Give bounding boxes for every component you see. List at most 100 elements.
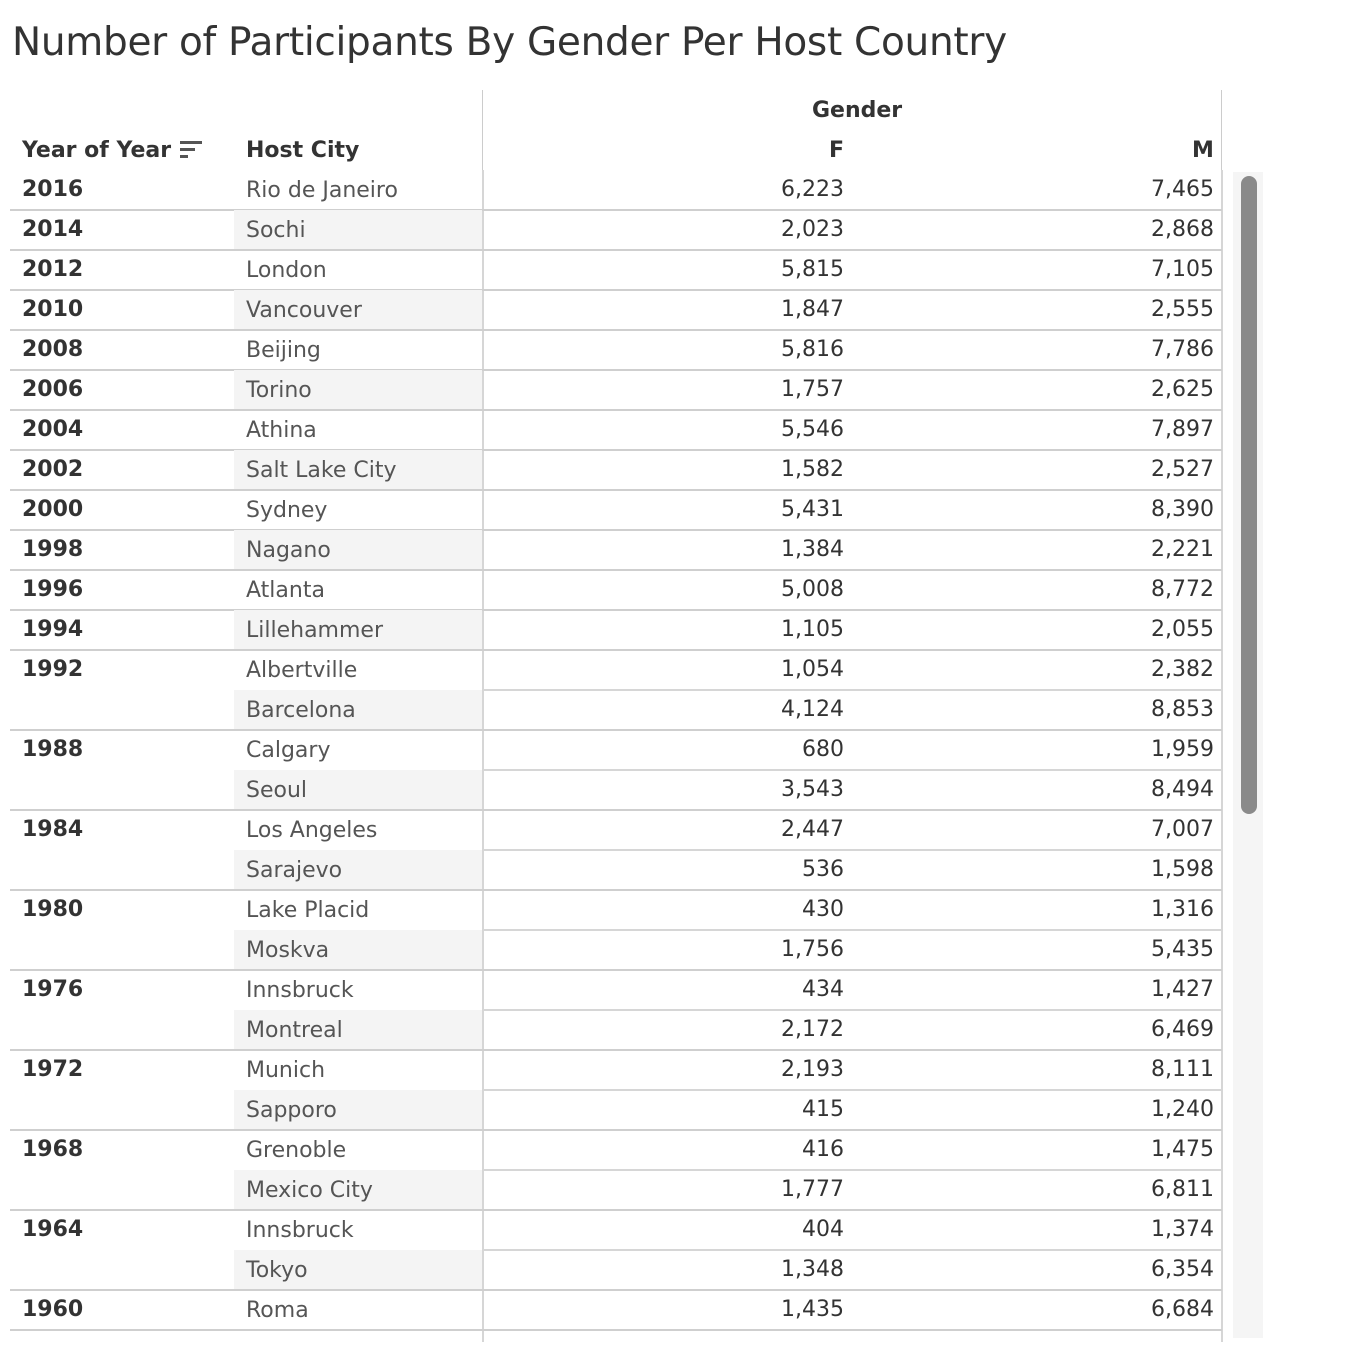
group-divider [10, 809, 1222, 811]
table-row[interactable]: Athina 5,546 7,897 [234, 410, 1222, 450]
table-row[interactable]: Sydney 5,431 8,390 [234, 490, 1222, 530]
table-row[interactable]: Sarajevo 536 1,598 [234, 850, 1222, 890]
year-cell: 1994 [22, 617, 84, 642]
female-count: 1,582 [781, 457, 844, 482]
table-row[interactable]: Torino 1,757 2,625 [234, 370, 1222, 410]
row-divider [484, 849, 1222, 851]
row-divider [484, 689, 1222, 691]
table-row[interactable]: Calgary 680 1,959 [234, 730, 1222, 770]
female-count: 416 [802, 1137, 844, 1162]
table-row[interactable]: Innsbruck 434 1,427 [234, 970, 1222, 1010]
table-row[interactable]: Grenoble 416 1,475 [234, 1130, 1222, 1170]
city-cell: Innsbruck [234, 1210, 482, 1250]
male-count: 6,684 [1151, 1297, 1214, 1322]
male-count: 8,390 [1151, 497, 1214, 522]
male-count: 1,374 [1151, 1217, 1214, 1242]
female-count: 1,847 [781, 297, 844, 322]
table-row[interactable]: Moskva 1,756 5,435 [234, 930, 1222, 970]
table-row[interactable]: Seoul 3,543 8,494 [234, 770, 1222, 810]
male-count: 8,772 [1151, 577, 1214, 602]
female-count: 2,172 [781, 1017, 844, 1042]
year-cell: 2014 [22, 217, 84, 242]
year-cell: 2016 [22, 177, 84, 202]
year-cell: 2010 [22, 297, 84, 322]
city-cell: Calgary [234, 730, 482, 770]
host-city-label: Atlanta [246, 578, 325, 603]
female-count: 1,384 [781, 537, 844, 562]
table-row[interactable]: London 5,815 7,105 [234, 250, 1222, 290]
row-divider [484, 769, 1222, 771]
male-count: 1,240 [1151, 1097, 1214, 1122]
city-cell: Tokyo [234, 1250, 482, 1290]
city-cell: Sydney [234, 490, 482, 530]
table-row[interactable]: Lake Placid 430 1,316 [234, 890, 1222, 930]
female-column-header[interactable]: F [829, 138, 845, 163]
host-city-label: London [246, 258, 327, 283]
male-count: 2,625 [1151, 377, 1214, 402]
table-row[interactable]: Sapporo 415 1,240 [234, 1090, 1222, 1130]
city-cell: Rio de Janeiro [234, 170, 482, 210]
group-divider [10, 569, 1222, 571]
city-cell: Sarajevo [234, 850, 482, 890]
group-divider [10, 1129, 1222, 1131]
host-city-column-header[interactable]: Host City [246, 138, 360, 163]
female-count: 2,193 [781, 1057, 844, 1082]
year-cell: 1960 [22, 1297, 84, 1322]
vertical-scrollbar-thumb[interactable] [1241, 176, 1257, 814]
host-city-label: Nagano [246, 538, 331, 563]
year-cell: 2002 [22, 457, 84, 482]
male-count: 5,435 [1151, 937, 1214, 962]
table-row[interactable]: Tokyo 1,348 6,354 [234, 1250, 1222, 1290]
table-row[interactable]: Beijing 5,816 7,786 [234, 330, 1222, 370]
female-count: 5,815 [781, 257, 844, 282]
city-cell: Innsbruck [234, 970, 482, 1010]
host-city-label: Seoul [246, 778, 308, 803]
female-count: 1,756 [781, 937, 844, 962]
table-row[interactable]: Los Angeles 2,447 7,007 [234, 810, 1222, 850]
table-row[interactable]: Albertville 1,054 2,382 [234, 650, 1222, 690]
sort-descending-icon[interactable] [180, 140, 204, 162]
group-divider [10, 289, 1222, 291]
female-count: 4,124 [781, 697, 844, 722]
host-city-label: Moskva [246, 938, 330, 963]
host-city-label: Munich [246, 1058, 326, 1083]
table-row[interactable]: Roma 1,435 6,684 [234, 1290, 1222, 1330]
female-count: 6,223 [781, 177, 844, 202]
year-cell: 2004 [22, 417, 84, 442]
table-row[interactable]: Innsbruck 404 1,374 [234, 1210, 1222, 1250]
host-city-label: Grenoble [246, 1138, 347, 1163]
host-city-label: Torino [246, 378, 312, 403]
table-row[interactable]: Atlanta 5,008 8,772 [234, 570, 1222, 610]
year-cell: 2008 [22, 337, 84, 362]
table-row[interactable]: Barcelona 4,124 8,853 [234, 690, 1222, 730]
female-count: 2,447 [781, 817, 844, 842]
female-count: 415 [802, 1097, 844, 1122]
host-city-label: Athina [246, 418, 317, 443]
table-row[interactable]: Mexico City 1,777 6,811 [234, 1170, 1222, 1210]
year-cell: 2012 [22, 257, 84, 282]
table-row[interactable]: Rio de Janeiro 6,223 7,465 [234, 170, 1222, 210]
table-row[interactable]: Montreal 2,172 6,469 [234, 1010, 1222, 1050]
year-cell: 1976 [22, 977, 84, 1002]
city-cell: Beijing [234, 330, 482, 370]
male-column-header[interactable]: M [1192, 138, 1214, 163]
female-count: 5,546 [781, 417, 844, 442]
table-row[interactable]: Munich 2,193 8,111 [234, 1050, 1222, 1090]
column-divider [482, 170, 484, 1342]
male-count: 2,868 [1151, 217, 1214, 242]
city-cell: Nagano [234, 530, 482, 570]
header-divider [482, 90, 483, 170]
table-row[interactable]: Sochi 2,023 2,868 [234, 210, 1222, 250]
host-city-label: Lillehammer [246, 618, 383, 643]
row-divider [484, 929, 1222, 931]
year-cell: 2006 [22, 377, 84, 402]
table-row[interactable]: Vancouver 1,847 2,555 [234, 290, 1222, 330]
male-count: 2,555 [1151, 297, 1214, 322]
table-row[interactable]: Lillehammer 1,105 2,055 [234, 610, 1222, 650]
table-row[interactable]: Salt Lake City 1,582 2,527 [234, 450, 1222, 490]
table-row[interactable]: Nagano 1,384 2,221 [234, 530, 1222, 570]
city-cell: Torino [234, 370, 482, 410]
male-count: 2,221 [1151, 537, 1214, 562]
year-column-header[interactable]: Year of Year [22, 138, 172, 163]
column-divider-right [1221, 170, 1223, 1342]
